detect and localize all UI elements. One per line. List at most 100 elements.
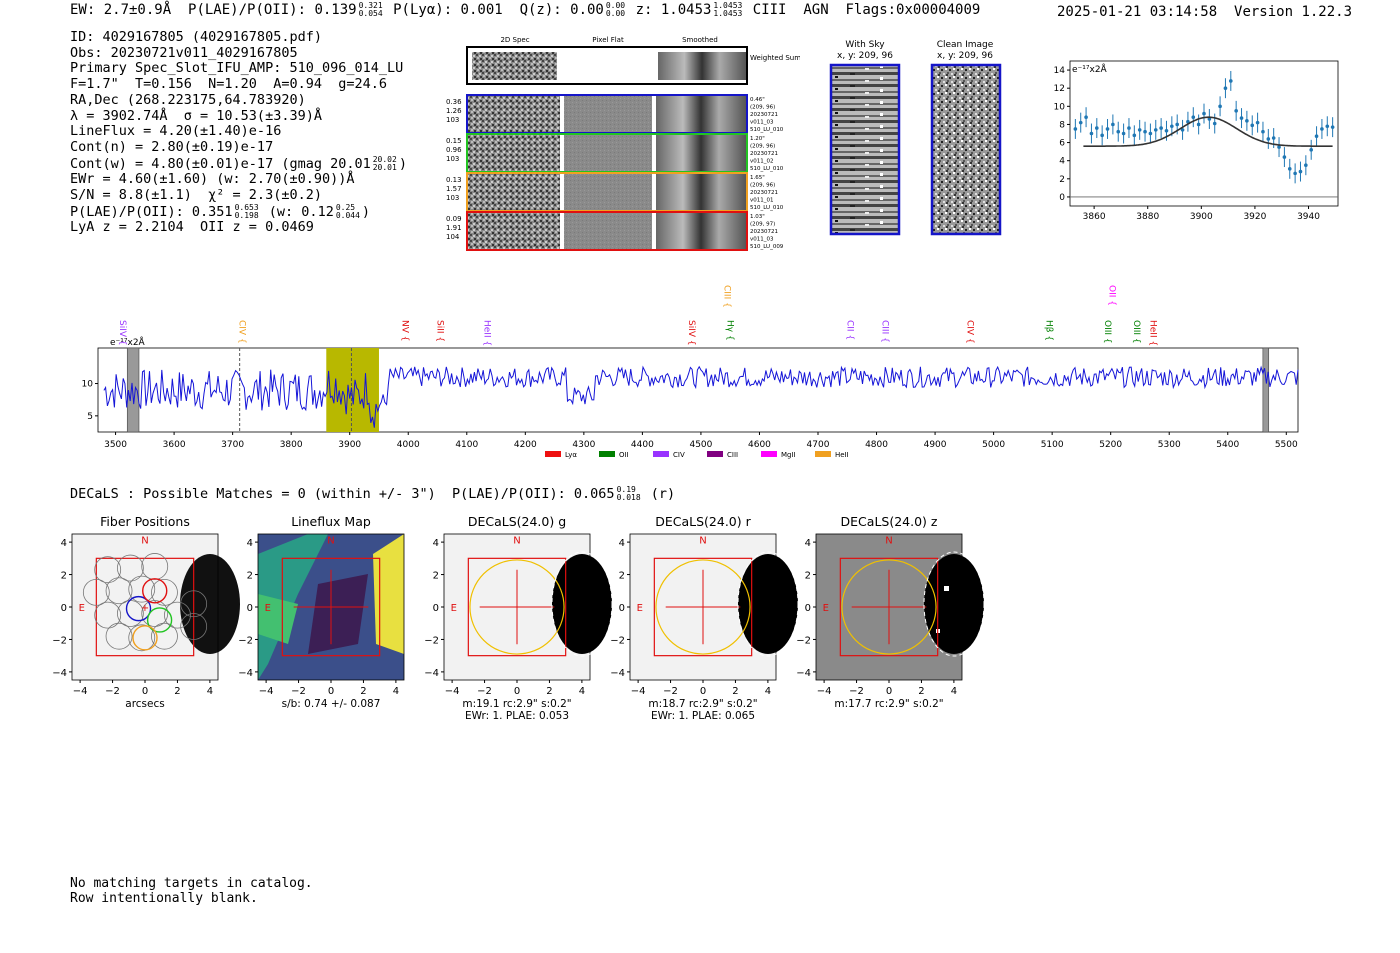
decals-lo: 0.018: [616, 493, 641, 502]
x-tick-label: 3600: [163, 440, 186, 450]
fit-ylabel: e⁻¹⁷x2Å: [1072, 63, 1108, 75]
data-point: [1078, 120, 1083, 125]
row-num: 103: [446, 116, 459, 124]
row-smoothed: [656, 174, 746, 210]
x-tick-label: 4400: [631, 440, 654, 450]
clean-sub: x, y: 209, 96: [937, 51, 993, 61]
col-header-flat: Pixel Flat: [592, 36, 624, 44]
data-point: [1137, 128, 1142, 132]
clean-image: [930, 63, 1002, 236]
row-meta: (209, 96): [750, 144, 775, 150]
info-lyaz: LyA z = 2.2104 OII z = 0.0469: [70, 219, 314, 236]
row-2d-spec: [468, 96, 560, 132]
x-tick-label: −4: [817, 686, 832, 697]
data-point: [1148, 131, 1153, 136]
y-tick-label: −2: [424, 635, 439, 646]
data-point: [1175, 122, 1179, 127]
y-tick-label: −4: [238, 668, 253, 679]
panel-footer: m:18.7 rc:2.9" s:0.2": [648, 698, 757, 710]
full-spectrum-chart: 5 10 3500 3600 3700 3800 3900 4000 4100 4200 4300 4…: [82, 285, 1299, 459]
data-point: [1143, 129, 1147, 134]
y-tick-label: −4: [52, 668, 67, 679]
fit-axes: [1069, 60, 1339, 207]
with-sky-title: With Sky: [845, 40, 885, 50]
data-point: [1127, 126, 1131, 130]
y-tick-label: −2: [238, 635, 253, 646]
weighted-sum-label: Weighted Sum: [750, 54, 800, 62]
fiber-circle: [82, 579, 110, 606]
y-tick-label: 4: [619, 538, 625, 549]
spectrum-axes: [97, 347, 1299, 433]
compass-east: E: [823, 603, 829, 614]
data-point: [1132, 133, 1137, 138]
info-params: F=1.7" T=0.156 N=1.20 A=0.94 g=24.6: [70, 76, 387, 93]
x-tick-label: −2: [291, 686, 306, 697]
y-tick-label: 2: [619, 571, 625, 582]
data-point: [1271, 136, 1276, 140]
panel-title: Lineflux Map: [291, 514, 371, 529]
line-label: NV {: [399, 320, 409, 341]
panel-title: Fiber Positions: [100, 514, 190, 529]
x-tick-label: 4600: [748, 440, 771, 450]
map-blob: [258, 534, 328, 680]
row-2d-spec: [468, 135, 560, 171]
search-box: [653, 557, 753, 657]
data-point: [1266, 137, 1271, 141]
x-tick-label: 3500: [104, 440, 127, 450]
weighted-2d: [472, 52, 557, 80]
z-lo: 1.0453: [713, 9, 743, 18]
fiber-circle: [94, 556, 122, 584]
qz-lo: 0.00: [605, 9, 626, 18]
y-tick-label: 10: [1054, 102, 1066, 112]
x-tick-label: 3860: [1083, 212, 1106, 222]
selected-fiber: [146, 607, 173, 633]
map-blob: [258, 594, 298, 644]
timestamp: 2025-01-21 03:14:58: [1057, 4, 1218, 20]
data-point: [1073, 127, 1078, 131]
row-pixel-flat: [564, 96, 652, 132]
row-meta: 20230721: [750, 112, 778, 118]
y-tick-label: 0: [1059, 193, 1065, 203]
row-meta: v011_02: [750, 159, 774, 165]
data-point: [1309, 148, 1313, 152]
info-contw: Cont(w) = 4.80(±0.01)e-17 (gmag 20.01 20.…: [70, 154, 407, 172]
y-tick-label: 4: [247, 538, 253, 549]
row-2d-spec: [468, 174, 560, 210]
x-tick-label: 5400: [1216, 440, 1239, 450]
data-point: [1164, 128, 1169, 133]
panel-footer: m:17.7 rc:2.9" s:0.2": [834, 698, 943, 710]
plae2-w-lo: 0.044: [335, 210, 360, 220]
neighbor-source: [552, 554, 612, 654]
data-point: [1255, 120, 1260, 125]
fiber-circle: [128, 624, 156, 652]
line-label: Hγ {: [724, 320, 734, 341]
line-label: Hβ {: [1043, 320, 1053, 341]
data-point: [1105, 127, 1110, 131]
data-point: [1095, 126, 1099, 130]
data-point: [1314, 134, 1319, 139]
decals-panel-g: DECaLS(24.0) g N E −4 −4 −2 −2 0 0 2 2 4 4 m:19.1 rc:…: [424, 514, 613, 722]
data-point: [1202, 111, 1206, 116]
legend-label: MgII: [781, 451, 796, 459]
data-point: [1170, 124, 1174, 129]
row-num: 0.13: [446, 176, 462, 184]
col-header-smoothed: Smoothed: [682, 36, 718, 44]
z-text: z: 1.0453: [635, 2, 712, 18]
y-tick-label: −2: [610, 635, 625, 646]
data-point: [1218, 104, 1222, 109]
fiber-circle: [141, 600, 169, 627]
panel-footer: arcsecs: [125, 698, 164, 710]
y-tick-label: 6: [1059, 139, 1065, 149]
y-tick-label: 12: [1054, 84, 1065, 94]
row-meta: 20230721: [750, 229, 778, 235]
x-tick-label: 4: [951, 686, 957, 697]
row-num: 103: [446, 194, 459, 202]
neighbor-ellipse: [737, 551, 799, 657]
fiber-circle: [105, 622, 133, 650]
catalog-note: No matching targets in catalog. Row inten…: [70, 876, 313, 906]
line-tags: CIII AGN Flags:0x00004009: [752, 2, 981, 18]
cutout-panel: 2D Spec Pixel Flat Smoothed Weighted Sum…: [446, 36, 800, 251]
data-point: [1234, 109, 1238, 113]
line-fit-chart: 0 2 4 6 8 10 12 14 3860 3880 3900 3920 3940 e⁻¹⁷x2Å: [1054, 60, 1339, 222]
y-tick-label: 4: [1059, 157, 1065, 167]
